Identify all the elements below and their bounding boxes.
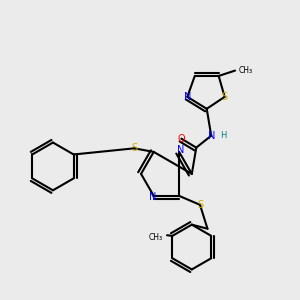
Text: N: N bbox=[184, 92, 191, 102]
Text: H: H bbox=[220, 131, 226, 140]
Text: O: O bbox=[178, 134, 185, 144]
Text: N: N bbox=[208, 131, 215, 141]
Text: S: S bbox=[222, 92, 228, 102]
Text: S: S bbox=[131, 143, 137, 153]
Text: CH₃: CH₃ bbox=[239, 66, 253, 75]
Text: N: N bbox=[148, 192, 156, 203]
Text: N: N bbox=[177, 146, 184, 155]
Text: CH₃: CH₃ bbox=[149, 233, 163, 242]
Text: S: S bbox=[197, 200, 203, 210]
